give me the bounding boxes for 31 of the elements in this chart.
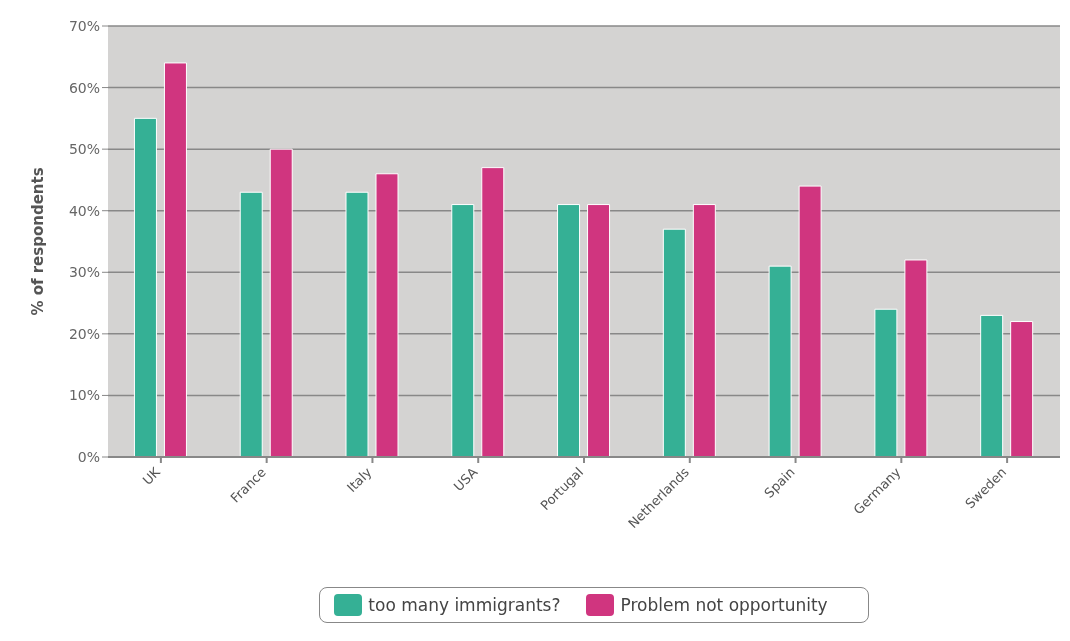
y-axis-title: % of respondents bbox=[29, 167, 48, 316]
bar bbox=[133, 117, 157, 457]
bar bbox=[768, 265, 792, 457]
bar bbox=[239, 191, 263, 457]
bar bbox=[874, 308, 898, 457]
bar bbox=[269, 148, 293, 457]
bar bbox=[163, 62, 187, 457]
y-tick-label: 70% bbox=[68, 17, 100, 34]
y-tick-label: 10% bbox=[68, 387, 100, 404]
y-tick-label: 20% bbox=[68, 325, 100, 342]
bar bbox=[481, 167, 505, 457]
bar bbox=[557, 204, 581, 457]
y-tick-label: 50% bbox=[68, 141, 100, 158]
y-tick-label: 0% bbox=[77, 448, 100, 465]
legend-label: Problem not opportunity bbox=[619, 594, 828, 616]
x-tick-label: UK bbox=[139, 464, 164, 488]
bar bbox=[375, 173, 399, 457]
bar bbox=[692, 204, 716, 457]
y-tick-label: 60% bbox=[68, 79, 100, 96]
bar bbox=[980, 314, 1004, 457]
bar bbox=[451, 204, 475, 457]
bar bbox=[587, 204, 611, 457]
bar bbox=[1010, 321, 1034, 457]
y-tick-label: 30% bbox=[68, 264, 100, 281]
bar bbox=[662, 228, 686, 457]
y-tick-label: 40% bbox=[68, 202, 100, 219]
bar bbox=[904, 259, 928, 457]
bar bbox=[798, 185, 822, 457]
x-tick-label: USA bbox=[450, 464, 481, 495]
bar bbox=[345, 191, 369, 457]
legend-label: too many immigrants? bbox=[367, 594, 561, 616]
